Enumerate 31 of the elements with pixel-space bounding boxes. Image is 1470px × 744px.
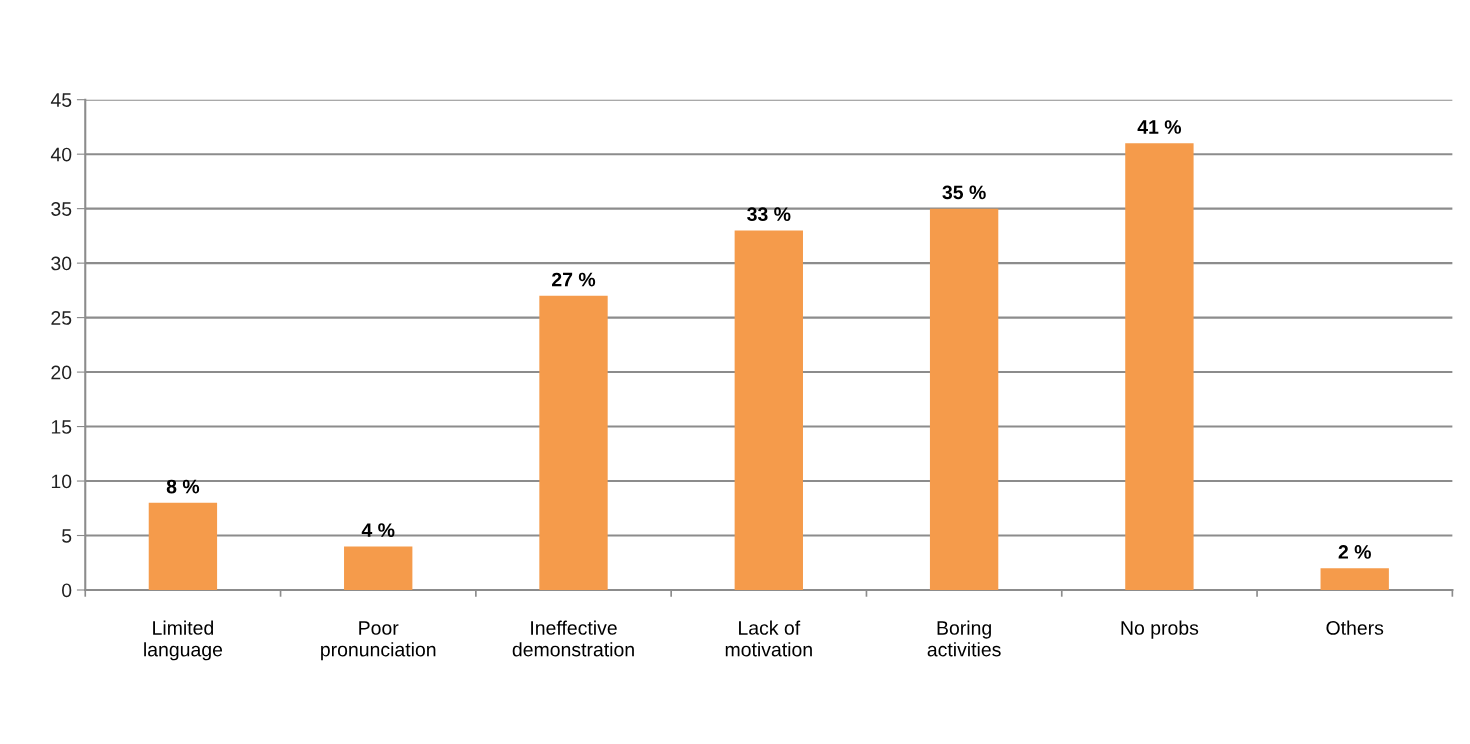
x-tick-label: No probs <box>1121 620 1199 639</box>
y-tick-label: 5 <box>62 529 72 543</box>
x-tick-label: Poor pronunciation <box>321 621 436 661</box>
y-tick-label: 0 <box>62 583 72 598</box>
y-tick-label: 45 <box>50 93 72 107</box>
x-tick-label: Ineffective demonstration <box>512 620 634 657</box>
bar <box>148 502 218 590</box>
x-tick-label: Boring activities <box>927 620 1001 657</box>
data-label: 8 % <box>166 479 200 494</box>
bar <box>1320 568 1389 590</box>
y-tick-label: 35 <box>51 202 72 216</box>
data-label: 33 % <box>747 207 791 222</box>
data-label: 35 % <box>942 185 986 200</box>
data-label: 4 % <box>361 523 395 537</box>
bar <box>1125 143 1194 590</box>
y-tick-label: 10 <box>51 474 72 489</box>
y-tick-label: 20 <box>51 365 72 380</box>
y-tick-label: 25 <box>51 311 72 325</box>
x-tick-label: Others <box>1326 620 1384 635</box>
bar <box>734 230 803 590</box>
bar <box>929 208 999 590</box>
x-tick-label: Lack of motivation <box>725 620 812 657</box>
bar <box>539 295 608 590</box>
y-tick-label: 40 <box>50 147 72 162</box>
data-label: 27 % <box>552 272 596 287</box>
x-tick-label: Limited language <box>144 620 223 661</box>
bar <box>344 546 413 590</box>
data-label: 2 % <box>1338 545 1371 559</box>
y-tick-label: 15 <box>51 420 72 434</box>
y-tick-label: 30 <box>51 256 72 271</box>
data-label: 41 % <box>1137 120 1182 134</box>
